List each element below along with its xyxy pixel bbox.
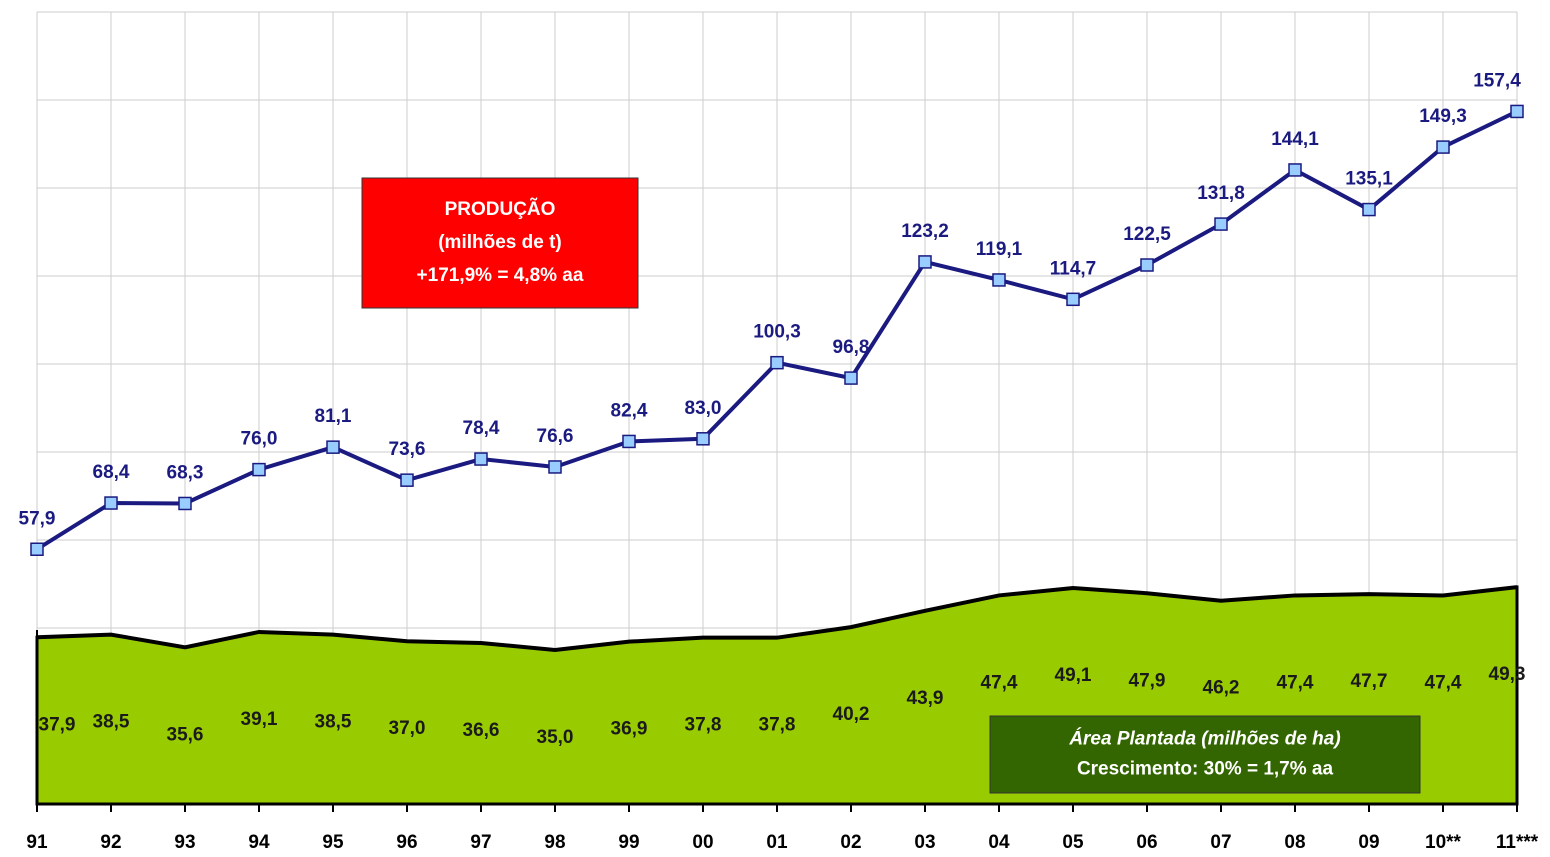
data-label: 49,1 (1055, 665, 1092, 686)
annotation-text: PRODUÇÃO (445, 198, 556, 220)
data-label: 135,1 (1345, 169, 1393, 190)
x-tick-label: 00 (692, 832, 713, 853)
data-label: 119,1 (976, 239, 1023, 260)
x-tick-label: 11*** (1496, 832, 1539, 853)
x-tick-label: 06 (1136, 832, 1157, 853)
x-tick-label: 94 (248, 832, 270, 853)
marker (474, 452, 488, 466)
data-label: 149,3 (1419, 106, 1467, 127)
data-label: 37,8 (759, 715, 796, 736)
data-label: 100,3 (753, 322, 801, 343)
data-label: 37,0 (389, 718, 426, 739)
data-label: 131,8 (1197, 183, 1245, 204)
x-tick-label: 99 (618, 832, 639, 853)
x-tick-label: 98 (544, 832, 565, 853)
marker (918, 255, 932, 269)
data-label: 43,9 (907, 688, 944, 709)
x-tick-label: 96 (396, 832, 417, 853)
data-label: 68,4 (93, 462, 130, 483)
data-label: 37,9 (39, 714, 76, 735)
x-tick-label: 04 (988, 832, 1010, 853)
marker (696, 432, 710, 446)
data-label: 47,7 (1351, 671, 1388, 692)
x-tick-label: 02 (840, 832, 861, 853)
data-label: 122,5 (1123, 224, 1171, 245)
data-label: 76,6 (537, 426, 574, 447)
x-tick-label: 95 (322, 832, 344, 853)
data-label: 47,9 (1129, 670, 1166, 691)
annotation-box (989, 715, 1421, 794)
data-label: 73,6 (389, 439, 426, 460)
x-tick-label: 08 (1284, 832, 1305, 853)
data-label: 76,0 (241, 429, 278, 450)
data-label: 35,6 (167, 724, 204, 745)
x-tick-label: 05 (1062, 832, 1084, 853)
marker (30, 542, 44, 556)
data-label: 36,9 (611, 719, 648, 740)
marker (400, 473, 414, 487)
data-label: 82,4 (611, 400, 648, 421)
x-tick-label: 10** (1425, 832, 1462, 853)
data-label: 35,0 (537, 727, 574, 748)
marker (104, 496, 118, 510)
data-label: 38,5 (93, 712, 130, 733)
x-tick-label: 03 (914, 832, 935, 853)
data-label: 46,2 (1203, 678, 1240, 699)
marker (1362, 202, 1376, 217)
annotation-text: Crescimento: 30% = 1,7% aa (1077, 759, 1334, 780)
annotation-text: (milhões de t) (438, 232, 562, 253)
marker (1510, 104, 1524, 119)
data-label: 114,7 (1050, 258, 1097, 279)
marker (1436, 140, 1450, 154)
marker (622, 434, 636, 449)
data-label: 57,9 (19, 508, 56, 529)
marker (252, 462, 266, 477)
data-label: 49,3 (1489, 664, 1526, 685)
marker (844, 371, 858, 385)
data-label: 37,8 (685, 715, 722, 736)
marker (770, 355, 784, 370)
x-tick-label: 01 (766, 832, 788, 853)
marker (992, 273, 1006, 287)
annotation-box (361, 177, 639, 309)
marker (326, 440, 340, 454)
marker (1066, 292, 1080, 307)
data-label: 47,4 (1277, 672, 1314, 693)
data-label: 38,5 (315, 712, 352, 733)
data-label: 40,2 (833, 704, 870, 725)
x-tick-label: 92 (100, 832, 121, 853)
marker (548, 460, 562, 474)
data-label: 36,6 (463, 720, 500, 741)
x-tick-label: 91 (26, 832, 48, 853)
data-label: 83,0 (685, 398, 722, 419)
x-tick-label: 93 (174, 832, 195, 853)
x-tick-label: 07 (1210, 832, 1231, 853)
marker (1214, 217, 1228, 231)
data-label: 144,1 (1271, 129, 1319, 150)
data-label: 39,1 (241, 709, 278, 730)
data-label: 96,8 (833, 337, 870, 358)
x-tick-label: 97 (470, 832, 491, 853)
data-label: 78,4 (463, 418, 500, 439)
marker (178, 496, 192, 511)
data-label: 47,4 (981, 672, 1018, 693)
area-line (36, 585, 1518, 653)
annotation-text: Área Plantada (milhões de ha) (1068, 728, 1340, 750)
data-label: 47,4 (1425, 672, 1462, 693)
data-label: 81,1 (315, 406, 352, 427)
marker (1140, 258, 1154, 272)
annotation-text: +171,9% = 4,8% aa (417, 265, 584, 286)
data-label: 123,2 (901, 221, 949, 242)
x-tick-label: 09 (1358, 832, 1379, 853)
data-label: 157,4 (1473, 70, 1521, 91)
marker (1288, 163, 1302, 177)
data-label: 68,3 (167, 462, 204, 483)
